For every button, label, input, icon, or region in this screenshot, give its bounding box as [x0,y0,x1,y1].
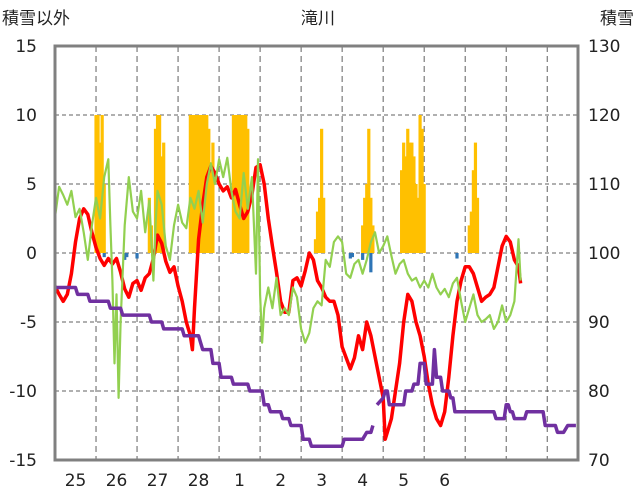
precip-bar [235,115,240,253]
snow-depth-line [375,347,576,435]
precip-bar [475,197,480,253]
y-left-tick-label: -5 [20,313,37,333]
x-tick-label: 6 [439,471,450,491]
chart-title: 滝川 [301,9,335,29]
x-tick-label: 3 [316,471,327,491]
precip-bar [473,142,478,253]
precip-bar [190,115,195,253]
precip-bar [158,115,162,253]
y-right-tick-label: 100 [588,244,620,264]
precip-bar [100,115,104,253]
precip-bar [320,128,324,253]
precip-bar [233,115,238,253]
precip-bar [313,239,318,253]
precip-bar [365,184,369,253]
y-right-tick-label: 120 [588,106,620,126]
precip-bar [211,142,215,253]
left-axis-title: 積雪以外 [2,9,70,29]
precip-bar [369,197,373,253]
precip-bar [402,142,406,253]
y-left-tick-label: 15 [15,37,37,57]
precip-bar [194,115,199,253]
precip-bar [317,197,322,253]
precip-bar [414,184,418,253]
precip-bar [188,115,192,253]
precip-bar [420,128,424,253]
precip-bar [363,197,367,253]
x-tick-label: 4 [357,471,368,491]
precip-bar [404,156,408,253]
precip-bar [416,197,420,253]
precip-bar [147,197,151,253]
precip-bar [94,115,98,253]
x-tick-label: 27 [147,471,169,491]
x-axis: 25 26 27 28 1 2 3 4 5 6 [65,471,450,491]
precip-bar [348,253,352,259]
precip-bar [98,142,102,253]
precip-bar [135,253,139,259]
precip-bar [315,211,320,253]
precip-bar [162,142,166,253]
precip-bar [125,253,129,258]
left-y-axis: 15 10 5 0 -5 -10 -15 [9,37,37,471]
y-right-tick-label: 110 [588,175,620,195]
y-right-tick-label: 130 [588,37,620,57]
right-axis-title: 積雪 [600,9,634,29]
x-tick-label: 26 [106,471,128,491]
y-right-tick-label: 90 [588,313,610,333]
precip-bar [155,115,160,253]
x-tick-label: 1 [234,471,245,491]
precip-bar [408,142,412,253]
precip-bar [469,211,473,253]
precip-bar [102,184,106,253]
precip-bar [361,253,365,260]
precip-bar [199,115,203,253]
precip-bar [102,253,106,258]
x-tick-label: 5 [398,471,409,491]
precip-bar [406,128,410,253]
precip-bar [209,170,213,253]
precip-bar [207,128,211,253]
precip-bar [246,128,250,253]
y-right-tick-label: 80 [588,382,610,402]
x-tick-label: 25 [65,471,87,491]
snow-depth-line [55,285,375,448]
precip-bar [96,115,100,253]
precip-bar [361,225,365,253]
precip-bar [201,115,205,253]
precip-bar [367,128,371,253]
y-right-tick-label: 70 [588,451,610,471]
precip-bar [412,156,416,253]
precip-bar [350,253,354,258]
precip-bar [322,197,326,253]
y-left-tick-label: 10 [15,106,37,126]
y-left-tick-label: 0 [26,244,37,264]
y-left-tick-label: 5 [26,175,37,195]
plot-frame [53,44,580,462]
precip-bar [192,115,197,253]
precip-bar [369,253,373,273]
series-line [53,156,522,399]
precip-bar [467,225,471,253]
y-left-tick-label: -15 [9,451,37,471]
precip-bar [237,115,242,253]
precip-bar [418,115,422,253]
precip-bar [123,253,127,260]
precip-bar [196,115,201,253]
precip-bar [410,142,414,253]
precip-bar [422,184,426,253]
precip-bar [153,128,158,253]
precip-bar [471,170,475,253]
precip-bar [231,115,236,253]
y-left-tick-label: -10 [9,382,37,402]
precip-bar [400,170,404,253]
x-tick-label: 2 [275,471,286,491]
x-tick-label: 28 [188,471,210,491]
precip-bar [455,253,459,259]
series-lines [53,156,576,448]
right-y-axis: 130 120 110 100 90 80 70 [588,37,620,471]
